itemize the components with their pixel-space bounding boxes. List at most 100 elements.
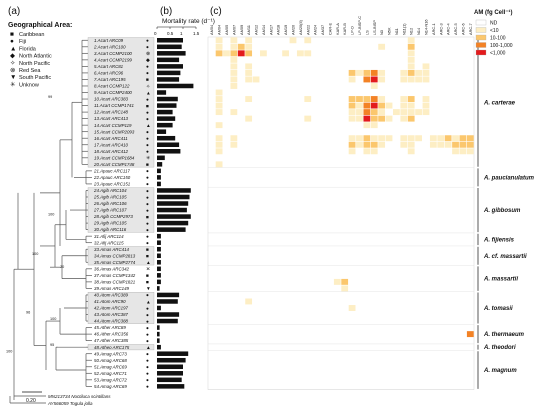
tip-symbol: ✧	[146, 84, 150, 90]
tip-symbol: ●	[146, 170, 149, 175]
tip-symbol: ●	[146, 202, 149, 207]
tip-symbol: ●	[146, 130, 149, 135]
heatmap-column-label: ARC-1	[431, 23, 436, 35]
mortality-bar	[157, 344, 161, 350]
panel-label-c: (c)	[210, 6, 222, 17]
tip-symbol: ✳	[146, 156, 150, 162]
heatmap-cell	[245, 37, 253, 44]
heatmap-cell	[356, 135, 363, 142]
heatmap-cell	[378, 69, 386, 76]
mortality-bar	[157, 331, 160, 337]
heatmap-cell	[215, 148, 223, 155]
mortality-tick-label: 1.5	[193, 31, 200, 36]
heatmap-cell	[260, 50, 267, 57]
heatmap-cell	[230, 37, 238, 44]
mortality-bar	[157, 227, 186, 232]
heatmap-column-label: AM20	[290, 24, 295, 35]
am-legend-label: ND	[490, 21, 498, 27]
heatmap-cell	[215, 50, 223, 57]
tip-symbol: ●	[146, 385, 149, 390]
heatmap-cell	[215, 141, 223, 148]
heatmap-cell	[407, 50, 415, 57]
heatmap-cell	[230, 43, 238, 50]
heatmap-column-label: ARC-5	[453, 23, 458, 35]
tip-symbol: ●	[146, 372, 149, 377]
am-legend-swatch	[475, 27, 487, 33]
heatmap-cell	[245, 43, 253, 50]
mortality-tick-label: 0.5	[167, 31, 174, 36]
heatmap-cell	[289, 37, 297, 44]
tip-label: 49.Amag ARC73	[94, 351, 127, 356]
heatmap-column-label: AM14	[261, 24, 266, 35]
heatmap-cell	[363, 96, 371, 102]
heatmap-cell	[407, 76, 415, 83]
tip-symbol: ▲	[146, 91, 151, 96]
tip-label: 17.Acart ARC410	[94, 142, 129, 147]
mortality-bar	[157, 83, 194, 89]
heatmap-cell	[370, 102, 378, 109]
mortality-bar	[157, 266, 161, 272]
heatmap-cell	[304, 115, 312, 122]
mortality-bar	[157, 122, 173, 128]
geo-legend-symbol: ▼	[10, 74, 16, 81]
tip-label: 5.Acart ARC81	[94, 64, 124, 69]
tip-label: 7.Acart ARC195	[94, 77, 126, 82]
heatmap-cell	[356, 102, 363, 109]
heatmap-column-label: N3	[379, 30, 384, 35]
am-legend-label: 10-100	[490, 36, 506, 42]
heatmap-cell	[245, 69, 253, 76]
geo-legend: Geographical Area: ■ Caribbean ● Fiji▲ Flori…	[8, 22, 72, 88]
bootstrap-value: 100	[48, 213, 54, 217]
tip-label: 32.Afij ARC115	[94, 240, 124, 245]
heatmap-cell	[215, 122, 223, 129]
heatmap-cell	[415, 69, 422, 76]
tip-label: 29.Agib ARC105	[93, 221, 127, 226]
heatmap-cell	[378, 96, 386, 102]
tip-label: 50.Amag ARC68	[94, 358, 127, 363]
tip-symbol: ●	[146, 144, 149, 149]
heatmap-column-label: AM12	[254, 25, 259, 35]
heatmap-cell	[370, 148, 378, 155]
clade-box	[87, 187, 155, 233]
tip-symbol: ●	[146, 196, 149, 201]
heatmap-cell	[296, 50, 304, 57]
clade-highlights	[87, 37, 155, 351]
species-label: A. theodori	[483, 345, 516, 351]
tip-label: 3.Acart CCMP2100	[94, 51, 132, 56]
geo-legend-symbol: ✳	[10, 80, 16, 88]
heatmap-cell	[415, 109, 422, 116]
heatmap-cell	[370, 76, 378, 83]
heatmap-cell	[348, 135, 356, 142]
mortality-bar	[157, 155, 165, 161]
heatmap-cell	[215, 135, 223, 142]
heatmap-column-label: LP-D	[350, 26, 355, 35]
heatmap-column-label: AM18	[276, 25, 281, 35]
mortality-bar	[157, 70, 181, 76]
tip-label: 6.Acart ARC96	[94, 71, 124, 76]
mortality-bar	[157, 371, 183, 376]
heatmap-cell	[348, 141, 356, 148]
mortality-bar	[157, 116, 176, 121]
tip-symbol: ●	[146, 333, 149, 338]
heatmap-column-label: AM09	[239, 25, 244, 35]
species-label: A. fijiensis	[483, 237, 515, 243]
heatmap-cell	[378, 115, 386, 122]
bootstrap-value: 100	[6, 350, 12, 354]
mortality-bar	[157, 292, 180, 298]
heatmap-column-label: N11(1)	[401, 23, 406, 35]
heatmap-cell	[370, 141, 378, 148]
geo-legend-symbol: ✧	[10, 59, 16, 67]
tip-label: 41.Atom ARC90	[94, 299, 126, 304]
geo-legend-label: North Atlantic	[19, 54, 52, 60]
mortality-bar	[157, 299, 178, 304]
tip-label: 48.Atheo ARC175	[94, 345, 130, 350]
tip-label: 10.Acart ARC383	[94, 97, 129, 102]
scale-bar-label: 0.20	[26, 398, 36, 404]
heatmap-cell	[304, 50, 312, 57]
heatmap-cell	[370, 135, 378, 142]
heatmap-cell	[230, 63, 238, 70]
heatmap-cell	[422, 96, 430, 102]
heatmap-cell	[370, 122, 378, 129]
am-legend-label: <10	[490, 28, 499, 34]
